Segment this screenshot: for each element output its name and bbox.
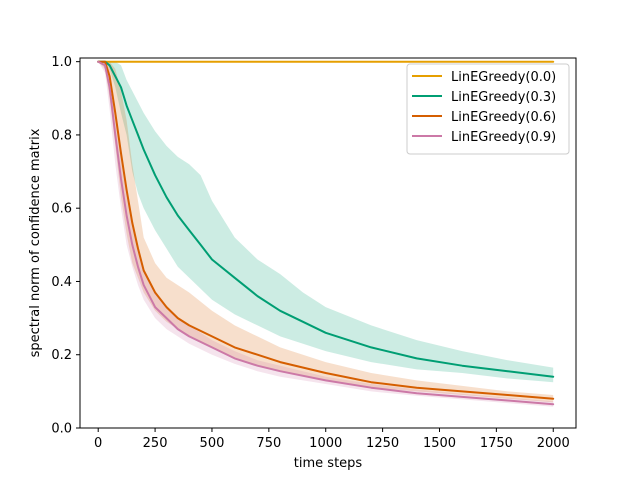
confidence-band-1 <box>98 61 554 383</box>
confidence-bands <box>98 61 554 407</box>
y-axis-label: spectral norm of confidence matrix <box>28 128 43 357</box>
x-tick-label: 250 <box>143 436 168 451</box>
x-tick-label: 1000 <box>309 436 342 451</box>
y-tick-label: 0.0 <box>51 422 72 437</box>
series-lines <box>97 60 555 406</box>
legend-frame <box>406 63 570 155</box>
plot-frame <box>79 57 577 429</box>
legend: LinEGreedy(0.0) LinEGreedy(0.3) LinEGreedy… <box>406 63 570 155</box>
x-axis-label: time steps <box>294 456 363 471</box>
x-tick-label: 500 <box>200 436 225 451</box>
y-tick-label: 0.8 <box>51 128 72 143</box>
x-tick-label: 750 <box>256 436 281 451</box>
x-tick-label: 2000 <box>537 436 570 451</box>
y-axis-ticks: 0.0 0.2 0.4 0.6 0.8 1.0 <box>51 55 80 437</box>
legend-label-3: LinEGreedy(0.9) <box>451 130 556 145</box>
legend-label-0: LinEGreedy(0.0) <box>451 70 556 85</box>
x-tick-label: 0 <box>94 436 102 451</box>
y-tick-label: 0.2 <box>51 348 72 363</box>
series-line-3 <box>97 60 555 406</box>
y-tick-label: 0.6 <box>51 202 72 217</box>
y-tick-label: 0.4 <box>51 275 72 290</box>
x-tick-label: 1500 <box>423 436 456 451</box>
series-line-2 <box>97 60 555 400</box>
legend-label-2: LinEGreedy(0.6) <box>451 110 556 125</box>
series-line-1 <box>97 60 555 378</box>
x-tick-label: 1250 <box>366 436 399 451</box>
confidence-band-2 <box>98 61 554 403</box>
legend-label-1: LinEGreedy(0.3) <box>451 90 556 105</box>
x-axis-ticks: 0 250 500 750 1000 1250 1500 1750 2000 <box>94 428 570 451</box>
x-tick-label: 1750 <box>480 436 513 451</box>
y-tick-label: 1.0 <box>51 55 72 70</box>
